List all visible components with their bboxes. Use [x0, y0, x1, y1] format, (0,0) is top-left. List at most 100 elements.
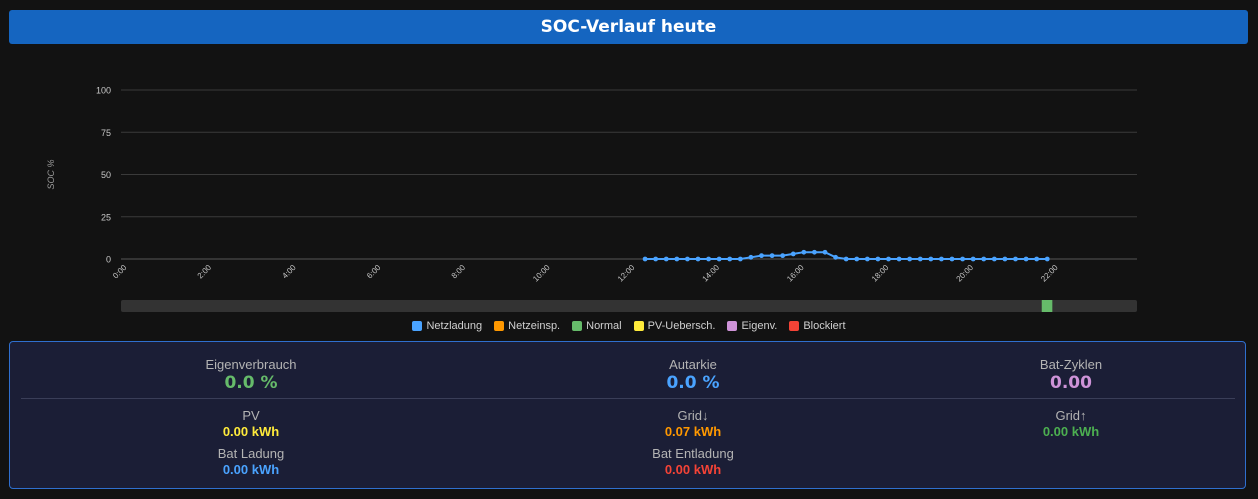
stat-value: 0.00 kWh [222, 462, 280, 477]
x-tick-label: 16:00 [785, 263, 806, 284]
legend-swatch [494, 321, 505, 331]
y-axis-label: SOC % [46, 159, 56, 189]
legend-label: Netzladung [426, 320, 483, 332]
stat-label: Bat Ladung [217, 446, 285, 461]
data-point [960, 256, 965, 262]
data-point [875, 256, 881, 262]
data-point [907, 256, 913, 262]
stat-label: Eigenverbrauch [205, 357, 297, 372]
legend-item: Blockiert [789, 320, 846, 332]
data-point [949, 256, 955, 262]
stat-label: PV [242, 408, 260, 423]
y-tick-label: 75 [101, 128, 111, 138]
x-tick-label: 10:00 [531, 263, 552, 284]
data-point [1023, 256, 1029, 262]
y-tick-label: 25 [101, 212, 111, 222]
status-bar-track [121, 300, 1137, 312]
chart-header: SOC-Verlauf heute [9, 10, 1248, 44]
data-point [812, 249, 817, 255]
x-tick-label: 4:00 [280, 263, 298, 281]
data-point [759, 253, 764, 259]
legend-label: Normal [586, 320, 622, 332]
data-point [790, 251, 796, 257]
x-tick-label: 12:00 [616, 263, 637, 284]
data-point [716, 256, 722, 262]
data-point [970, 256, 976, 262]
data-point [685, 256, 690, 262]
data-point [1002, 256, 1008, 262]
stat-value: 0.00 kWh [1042, 424, 1100, 439]
legend-label: Eigenv. [741, 320, 778, 332]
stat-label: Grid↓ [677, 408, 709, 423]
data-point [769, 253, 775, 259]
legend-label: Netzeinsp. [508, 320, 561, 332]
data-point [706, 256, 711, 262]
stat-batzyklen: Bat-Zyklen 0.00 [921, 357, 1221, 393]
y-tick-label: 100 [96, 86, 111, 96]
chart-legend: Netzladung Netzeinsp. Normal PV-Uebersch. Ei… [0, 318, 1258, 334]
stat-value: 0.00 kWh [222, 424, 280, 439]
stat-label: Autarkie [669, 357, 717, 372]
data-point [822, 249, 828, 255]
legend-swatch [572, 321, 583, 331]
chart-title: SOC-Verlauf heute [540, 17, 717, 37]
legend-item: Eigenv. [727, 320, 777, 332]
data-point [748, 254, 754, 260]
stat-autarkie: Autarkie 0.0 % [543, 357, 843, 393]
legend-item: Normal [572, 320, 622, 332]
stat-bat-ladung: Bat Ladung 0.00 kWh [101, 446, 401, 477]
data-point [854, 256, 860, 262]
stat-label: Grid↑ [1055, 408, 1087, 423]
legend-swatch [412, 321, 423, 331]
data-point [780, 253, 786, 259]
x-tick-label: 8:00 [450, 263, 468, 281]
stat-grid-up: Grid↑ 0.00 kWh [921, 408, 1221, 439]
status-bar-segment [1041, 300, 1053, 312]
stat-pv: PV 0.00 kWh [101, 408, 401, 439]
data-point [886, 256, 891, 262]
x-tick-label: 14:00 [701, 263, 722, 284]
legend-item: PV-Uebersch. [633, 320, 716, 332]
x-tick-label: 18:00 [870, 263, 891, 284]
data-point [695, 256, 701, 262]
y-tick-label: 50 [101, 170, 111, 180]
stat-value: 0.0 % [224, 373, 278, 393]
data-point [864, 256, 870, 262]
legend-swatch [789, 321, 800, 331]
stat-grid-down: Grid↓ 0.07 kWh [543, 408, 843, 439]
stat-bat-entladung: Bat Entladung 0.00 kWh [543, 446, 843, 477]
x-tick-label: 2:00 [196, 263, 214, 281]
soc-chart: 0 25 50 75 100 SOC % 0:00 2:00 4:00 6:00 8:00 10:00… [46, 86, 1137, 312]
legend-item: Netzeinsp. [494, 320, 560, 332]
stat-value: 0.07 kWh [664, 424, 722, 439]
data-point [833, 254, 838, 260]
legend-label: PV-Uebersch. [647, 320, 716, 332]
x-tick-label: 20:00 [955, 263, 976, 284]
data-point [896, 256, 902, 262]
x-tick-label: 0:00 [111, 263, 129, 281]
data-point [642, 256, 648, 262]
data-point [843, 256, 849, 262]
data-point [1044, 256, 1050, 262]
data-point [1034, 256, 1040, 262]
x-tick-label: 22:00 [1039, 263, 1060, 284]
stat-eigenverbrauch: Eigenverbrauch 0.0 % [101, 357, 401, 393]
legend-label: Blockiert [803, 320, 846, 332]
data-point [917, 256, 923, 262]
data-point [663, 256, 669, 262]
stats-divider [21, 398, 1235, 399]
data-point [801, 249, 807, 255]
stat-value: 0.0 % [666, 373, 720, 393]
legend-item: Netzladung [412, 320, 482, 332]
data-point [991, 256, 997, 262]
data-point [981, 256, 987, 262]
legend-swatch [633, 321, 644, 331]
stats-panel: Eigenverbrauch 0.0 % Autarkie 0.0 % Bat-… [9, 341, 1246, 489]
y-tick-label: 0 [106, 255, 111, 265]
stat-value: 0.00 kWh [664, 462, 722, 477]
data-point [1013, 256, 1018, 262]
x-tick-label: 6:00 [365, 263, 383, 281]
data-point [727, 256, 733, 262]
data-point [737, 256, 743, 262]
legend-swatch [727, 321, 738, 331]
